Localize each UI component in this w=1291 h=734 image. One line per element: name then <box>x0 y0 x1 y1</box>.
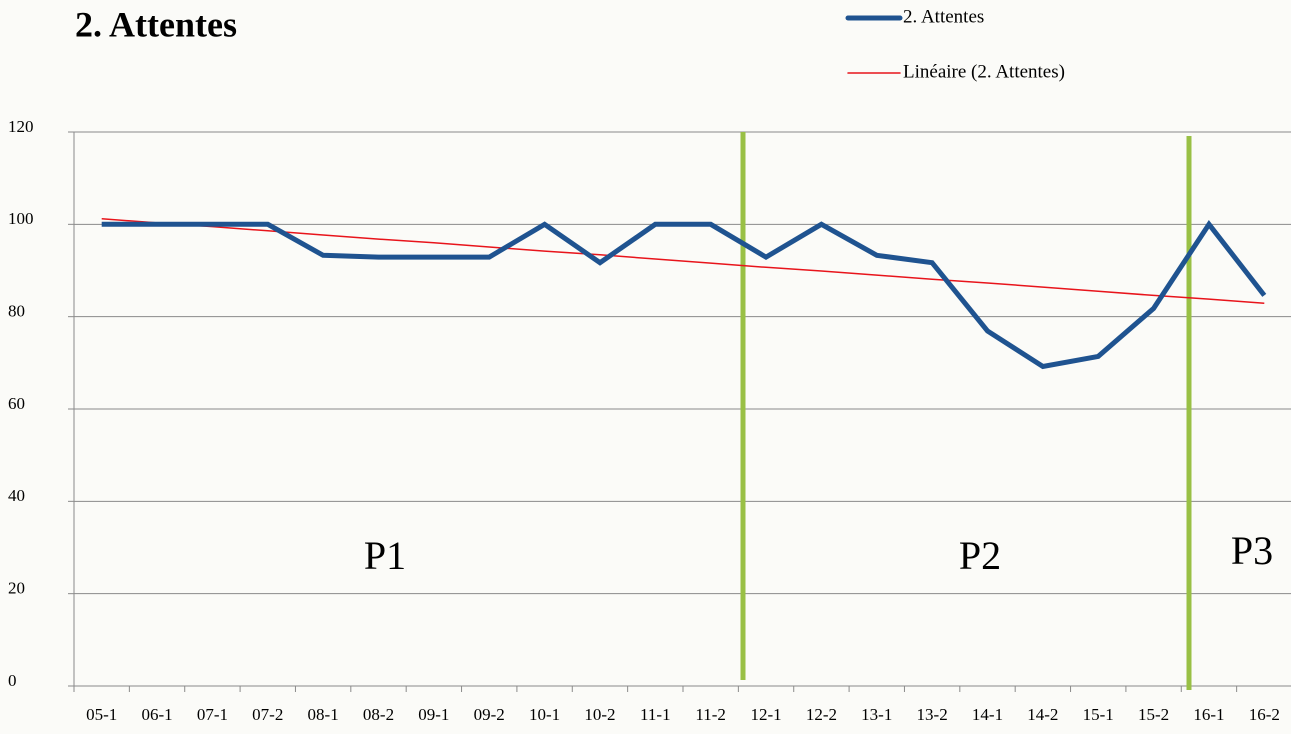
x-tick-label: 11-1 <box>640 705 671 724</box>
y-tick-label: 120 <box>8 117 34 136</box>
trend-line <box>101 218 1265 305</box>
x-tick-label: 11-2 <box>695 705 726 724</box>
x-tick-label: 12-2 <box>806 705 837 724</box>
x-tick-label: 10-2 <box>584 705 615 724</box>
x-tick-label: 07-2 <box>252 705 283 724</box>
x-tick-label: 15-2 <box>1138 705 1169 724</box>
period-label: P3 <box>1231 528 1273 573</box>
x-tick-label: 08-2 <box>363 705 394 724</box>
legend-label: Linéaire (2. Attentes) <box>903 61 1065 82</box>
x-tick-label: 16-1 <box>1193 705 1224 724</box>
x-tick-label: 14-1 <box>972 705 1003 724</box>
x-tick-label: 06-1 <box>141 705 172 724</box>
x-tick-label: 12-1 <box>750 705 781 724</box>
y-tick-label: 100 <box>8 209 34 228</box>
x-tick-label: 07-1 <box>197 705 228 724</box>
data-line <box>101 220 1267 370</box>
y-tick-label: 80 <box>8 302 25 321</box>
period-label: P2 <box>959 533 1001 578</box>
period-label: P1 <box>364 533 406 578</box>
x-tick-label: 10-1 <box>529 705 560 724</box>
chart-title: 2. Attentes <box>75 4 237 44</box>
x-tick-label: 16-2 <box>1249 705 1280 724</box>
x-tick-label: 13-2 <box>917 705 948 724</box>
y-tick-label: 60 <box>8 394 25 413</box>
x-tick-label: 05-1 <box>86 705 117 724</box>
x-tick-label: 15-1 <box>1083 705 1114 724</box>
x-tick-label: 09-1 <box>418 705 449 724</box>
y-tick-label: 40 <box>8 486 25 505</box>
legend-label: 2. Attentes <box>903 6 984 27</box>
x-tick-label: 09-2 <box>474 705 505 724</box>
x-tick-label: 14-2 <box>1027 705 1058 724</box>
x-tick-label: 13-1 <box>861 705 892 724</box>
y-tick-label: 0 <box>8 671 17 690</box>
x-tick-label: 08-1 <box>308 705 339 724</box>
y-tick-label: 20 <box>8 579 25 598</box>
